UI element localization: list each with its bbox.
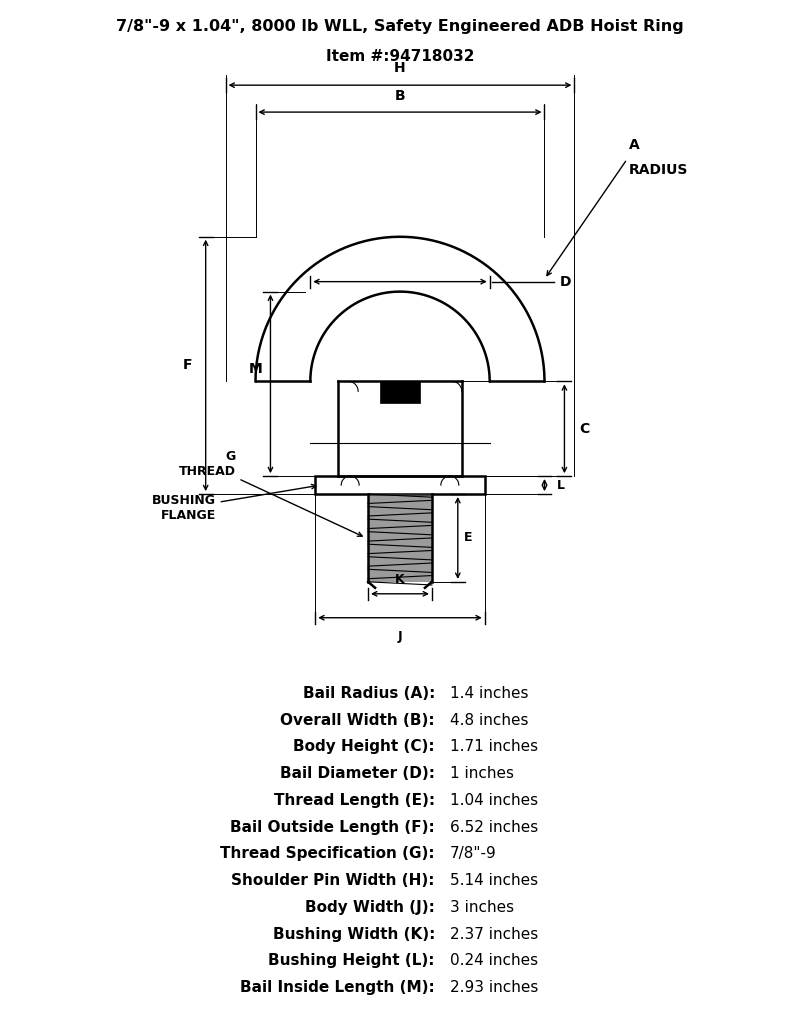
Text: RADIUS: RADIUS (630, 163, 689, 177)
Text: Overall Width (B):: Overall Width (B): (280, 713, 435, 727)
Text: Bail Diameter (D):: Bail Diameter (D): (280, 767, 435, 781)
Text: Bail Radius (A):: Bail Radius (A): (302, 686, 435, 701)
Text: Bail Inside Length (M):: Bail Inside Length (M): (240, 980, 435, 995)
Text: C: C (579, 422, 590, 436)
Text: 7/8"-9: 7/8"-9 (450, 846, 497, 861)
Text: L: L (557, 479, 565, 492)
Text: Body Width (J):: Body Width (J): (305, 900, 435, 915)
Text: 4.8 inches: 4.8 inches (450, 713, 528, 727)
Text: M: M (249, 362, 262, 376)
Bar (368, 494, 432, 582)
Text: G
THREAD: G THREAD (178, 451, 362, 537)
Text: D: D (559, 275, 571, 289)
Text: F: F (183, 358, 193, 372)
Text: 2.93 inches: 2.93 inches (450, 980, 538, 995)
Text: 2.37 inches: 2.37 inches (450, 926, 538, 942)
Text: 5.14 inches: 5.14 inches (450, 873, 538, 888)
Bar (347, 477, 453, 484)
Text: B: B (394, 89, 406, 104)
Text: 1 inches: 1 inches (450, 767, 514, 781)
Text: A: A (630, 138, 640, 152)
Text: 0.24 inches: 0.24 inches (450, 953, 538, 969)
Bar (315, 477, 485, 494)
Text: 7/8"-9 x 1.04", 8000 lb WLL, Safety Engineered ADB Hoist Ring: 7/8"-9 x 1.04", 8000 lb WLL, Safety Engi… (116, 20, 684, 34)
Text: H: H (394, 61, 406, 76)
Text: Bail Outside Length (F):: Bail Outside Length (F): (230, 819, 435, 835)
Text: Item #:94718032: Item #:94718032 (326, 50, 474, 64)
Text: K: K (395, 573, 405, 585)
Text: BUSHING
FLANGE: BUSHING FLANGE (152, 485, 316, 522)
Text: Bushing Width (K):: Bushing Width (K): (273, 926, 435, 942)
Text: 1.04 inches: 1.04 inches (450, 793, 538, 808)
Text: J: J (398, 630, 402, 642)
Text: Shoulder Pin Width (H):: Shoulder Pin Width (H): (231, 873, 435, 888)
Text: 6.52 inches: 6.52 inches (450, 819, 538, 835)
Text: E: E (464, 531, 472, 545)
Text: Thread Specification (G):: Thread Specification (G): (220, 846, 435, 861)
Text: 1.4 inches: 1.4 inches (450, 686, 528, 701)
Text: 3 inches: 3 inches (450, 900, 514, 915)
Text: Bushing Height (L):: Bushing Height (L): (268, 953, 435, 969)
Text: 1.71 inches: 1.71 inches (450, 740, 538, 754)
Text: Body Height (C):: Body Height (C): (294, 740, 435, 754)
Text: Thread Length (E):: Thread Length (E): (274, 793, 435, 808)
Bar (380, 381, 420, 403)
